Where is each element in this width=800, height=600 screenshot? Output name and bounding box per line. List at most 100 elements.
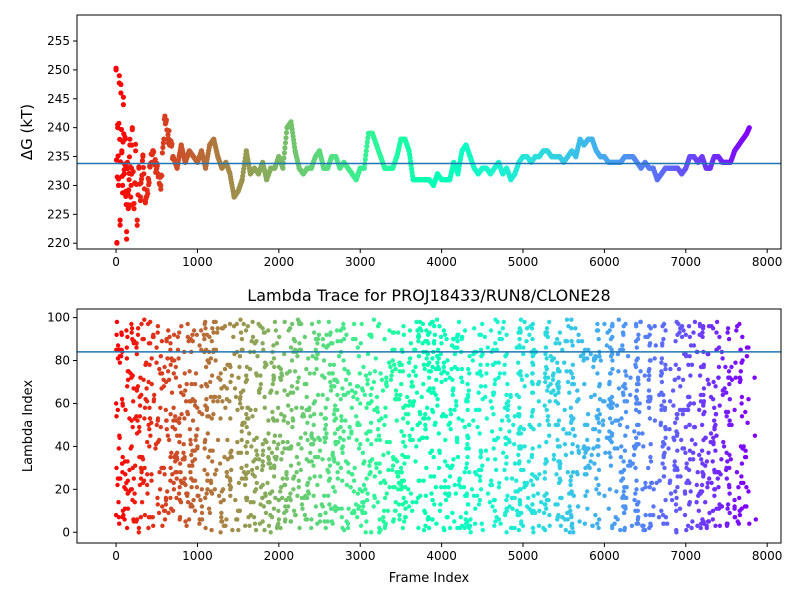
lambda-trace-point bbox=[327, 502, 332, 507]
lambda-trace-point bbox=[282, 446, 287, 451]
lambda-trace-point bbox=[369, 334, 374, 340]
lambda-trace-point bbox=[432, 324, 437, 329]
lambda-trace-point bbox=[147, 362, 152, 367]
lambda-trace-point bbox=[543, 345, 549, 350]
lambda-trace-point bbox=[414, 444, 419, 449]
lambda-trace-point bbox=[139, 500, 145, 505]
lambda-trace-point bbox=[377, 517, 382, 522]
lambda-trace-point bbox=[530, 482, 536, 488]
lambda-trace-point bbox=[332, 431, 338, 436]
delta-g-point bbox=[134, 217, 140, 223]
lambda-trace-point bbox=[184, 491, 189, 496]
lambda-trace-point bbox=[457, 476, 462, 481]
delta-g-point bbox=[126, 177, 132, 183]
lambda-trace-point bbox=[620, 347, 626, 352]
lambda-trace-point bbox=[714, 319, 720, 325]
lambda-trace-point bbox=[398, 465, 404, 471]
lambda-trace-point bbox=[182, 371, 187, 376]
lambda-trace-point bbox=[734, 470, 740, 475]
lambda-trace-point bbox=[555, 517, 560, 522]
lambda-trace-point bbox=[423, 427, 428, 432]
lambda-trace-point bbox=[163, 497, 169, 503]
y-tick-label: 0 bbox=[62, 525, 70, 539]
lambda-trace-point bbox=[168, 465, 173, 471]
lambda-trace-point bbox=[388, 364, 393, 370]
lambda-trace-point bbox=[595, 321, 600, 327]
lambda-trace-point bbox=[252, 489, 257, 494]
lambda-trace-point bbox=[542, 371, 548, 376]
lambda-trace-point bbox=[157, 470, 162, 475]
lambda-trace-point bbox=[480, 397, 485, 402]
lambda-trace-point bbox=[213, 358, 218, 363]
lambda-trace-point bbox=[304, 517, 310, 522]
lambda-trace-point bbox=[661, 399, 667, 404]
lambda-trace-point bbox=[343, 418, 348, 423]
lambda-trace-point bbox=[315, 482, 320, 488]
lambda-trace-point bbox=[392, 347, 397, 352]
lambda-trace-point bbox=[673, 489, 678, 494]
lambda-trace-point bbox=[125, 459, 130, 464]
lambda-trace-point bbox=[186, 339, 191, 344]
lambda-trace-point bbox=[536, 399, 541, 404]
lambda-trace-point bbox=[537, 444, 542, 449]
lambda-trace-point bbox=[249, 444, 254, 449]
lambda-trace-point bbox=[537, 422, 542, 428]
lambda-trace-point bbox=[713, 448, 718, 453]
lambda-trace-point bbox=[433, 485, 439, 490]
lambda-trace-point bbox=[266, 446, 272, 451]
lambda-trace-point bbox=[405, 394, 410, 400]
delta-g-point bbox=[116, 120, 122, 126]
lambda-trace-point bbox=[498, 521, 503, 526]
lambda-trace-point bbox=[327, 463, 333, 468]
lambda-trace-point bbox=[426, 416, 431, 421]
lambda-trace-point bbox=[575, 444, 580, 449]
lambda-trace-point bbox=[512, 414, 517, 419]
lambda-trace-point bbox=[465, 381, 470, 387]
lambda-trace-point bbox=[623, 495, 628, 501]
lambda-trace-point bbox=[205, 472, 210, 477]
lambda-trace-point bbox=[278, 377, 284, 382]
lambda-trace-point bbox=[691, 450, 696, 455]
lambda-trace-point bbox=[382, 495, 388, 501]
lambda-trace-point bbox=[297, 525, 302, 531]
lambda-trace-point bbox=[117, 360, 123, 365]
lambda-trace-point bbox=[455, 439, 460, 445]
lambda-trace-point bbox=[687, 500, 692, 505]
delta-g-point bbox=[565, 154, 571, 160]
lambda-trace-point bbox=[407, 433, 412, 438]
lambda-trace-point bbox=[387, 485, 392, 490]
lambda-trace-point bbox=[175, 347, 181, 352]
lambda-trace-point bbox=[547, 512, 552, 518]
lambda-trace-point bbox=[153, 446, 158, 451]
lambda-trace-point bbox=[235, 407, 240, 413]
lambda-trace-point bbox=[242, 420, 247, 425]
lambda-trace-point bbox=[517, 405, 522, 410]
lambda-trace-point bbox=[306, 356, 311, 361]
lambda-trace-point bbox=[556, 459, 561, 464]
lambda-trace-point bbox=[740, 334, 745, 340]
lambda-trace-point bbox=[218, 371, 223, 376]
lambda-trace-point bbox=[616, 386, 622, 391]
lambda-trace-point bbox=[743, 409, 748, 415]
lambda-trace-point bbox=[372, 474, 377, 479]
lambda-trace-point bbox=[295, 354, 300, 359]
lambda-trace-point bbox=[535, 476, 540, 481]
lambda-trace-point bbox=[517, 500, 523, 505]
lambda-trace-point bbox=[367, 472, 372, 477]
lambda-trace-point bbox=[403, 515, 408, 520]
lambda-trace-point bbox=[597, 517, 602, 522]
lambda-trace-point bbox=[272, 364, 277, 370]
lambda-trace-point bbox=[648, 442, 653, 447]
lambda-trace-point bbox=[466, 366, 471, 372]
lambda-trace-point bbox=[452, 407, 457, 413]
lambda-trace-point bbox=[401, 416, 406, 421]
lambda-trace-point bbox=[166, 437, 172, 443]
lambda-trace-point bbox=[177, 433, 183, 438]
lambda-trace-point bbox=[444, 336, 449, 342]
delta-g-point bbox=[325, 165, 331, 171]
lambda-trace-point bbox=[320, 373, 325, 378]
lambda-trace-point bbox=[429, 448, 435, 453]
lambda-trace-point bbox=[307, 371, 312, 376]
lambda-trace-point bbox=[698, 525, 703, 531]
delta-g-point bbox=[630, 154, 636, 160]
